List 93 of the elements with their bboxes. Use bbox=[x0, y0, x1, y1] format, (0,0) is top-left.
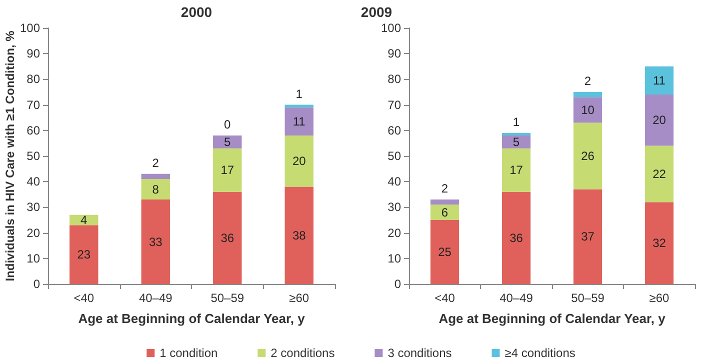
data-label: 32 bbox=[652, 236, 666, 250]
data-label: 20 bbox=[292, 154, 306, 168]
y-tick-label: 90 bbox=[26, 46, 40, 61]
y-tick-label: 40 bbox=[26, 174, 40, 189]
bar bbox=[644, 94, 674, 146]
bar bbox=[573, 97, 602, 123]
y-tick-label: 50 bbox=[388, 149, 402, 163]
data-label: 20 bbox=[652, 113, 666, 128]
data-label: 0 bbox=[224, 118, 232, 132]
y-tick-label: 70 bbox=[388, 98, 402, 112]
data-label: 17 bbox=[220, 163, 234, 178]
data-label: 11 bbox=[653, 73, 666, 88]
data-label: 33 bbox=[148, 234, 163, 249]
x-tick-label: 50–59 bbox=[210, 291, 244, 305]
bar bbox=[573, 92, 602, 98]
bar bbox=[573, 122, 602, 190]
bar bbox=[502, 132, 531, 136]
y-tick-label: 10 bbox=[388, 251, 402, 266]
data-label: 37 bbox=[581, 230, 595, 244]
bar bbox=[284, 186, 314, 284]
data-label: 17 bbox=[510, 163, 524, 178]
data-label: 4 bbox=[80, 213, 88, 227]
data-label: 38 bbox=[292, 228, 306, 242]
bar bbox=[502, 148, 531, 192]
y-tick-label: 40 bbox=[388, 174, 402, 189]
bar bbox=[284, 136, 314, 187]
bar bbox=[644, 202, 674, 284]
data-label: 26 bbox=[581, 149, 595, 163]
y-tick-label: 100 bbox=[20, 21, 40, 35]
x-tick-label: 40–49 bbox=[500, 291, 534, 305]
y-tick-label: 20 bbox=[26, 226, 40, 240]
bar bbox=[284, 107, 314, 136]
bar bbox=[213, 192, 242, 284]
x-tick-label: 40–49 bbox=[138, 291, 173, 305]
data-label: 8 bbox=[152, 182, 160, 196]
legend-label: ≥4 conditions bbox=[504, 346, 576, 360]
bar bbox=[430, 220, 460, 284]
bar bbox=[573, 189, 602, 284]
data-label: 2 bbox=[441, 182, 448, 196]
bar bbox=[644, 66, 674, 95]
x-axis-title: Age at Beginning of Calendar Year, y bbox=[438, 311, 666, 326]
legend-label: 1 condition bbox=[160, 346, 218, 360]
data-label: 25 bbox=[438, 245, 452, 259]
bar bbox=[141, 200, 170, 284]
bar bbox=[70, 225, 98, 284]
data-label: 2 bbox=[152, 156, 160, 170]
bar bbox=[502, 192, 531, 284]
y-tick-label: 30 bbox=[388, 200, 402, 214]
x-tick-label: <40 bbox=[74, 291, 94, 305]
x-tick-label: 50–59 bbox=[571, 291, 605, 305]
data-label: 1 bbox=[512, 114, 520, 129]
data-label: 5 bbox=[224, 134, 232, 149]
y-tick-label: 50 bbox=[26, 149, 40, 163]
data-label: 22 bbox=[652, 166, 666, 181]
chart-title: 2009 bbox=[360, 4, 392, 20]
chart-title: 2000 bbox=[180, 4, 212, 20]
bar bbox=[430, 200, 460, 205]
bar bbox=[213, 148, 242, 192]
y-tick-label: 10 bbox=[26, 251, 40, 266]
bar bbox=[502, 136, 531, 148]
data-label: 6 bbox=[441, 205, 448, 220]
y-tick-label: 100 bbox=[380, 21, 402, 35]
legend-label: 3 conditions bbox=[388, 346, 452, 360]
x-tick-label: ≥60 bbox=[289, 291, 310, 305]
data-label: 36 bbox=[220, 230, 234, 245]
y-tick-label: 0 bbox=[394, 277, 402, 291]
data-label: 11 bbox=[292, 114, 306, 128]
bar bbox=[430, 204, 460, 220]
bar bbox=[141, 179, 170, 200]
y-tick-label: 30 bbox=[26, 200, 40, 214]
data-label: 2 bbox=[584, 74, 592, 88]
y-tick-label: 70 bbox=[26, 98, 40, 112]
data-label: 10 bbox=[581, 102, 595, 117]
data-label: 36 bbox=[510, 230, 524, 245]
bar bbox=[213, 136, 242, 148]
y-tick-label: 0 bbox=[33, 277, 40, 291]
y-tick-label: 80 bbox=[388, 72, 402, 86]
y-axis-title: Individuals in HIV Care with ≥1 Condition, % bbox=[3, 30, 18, 282]
y-tick-label: 60 bbox=[26, 123, 40, 138]
y-tick-label: 60 bbox=[388, 123, 402, 138]
bar bbox=[141, 174, 170, 180]
x-tick-label: ≥60 bbox=[649, 291, 670, 305]
data-label: 23 bbox=[77, 248, 91, 262]
y-tick-label: 80 bbox=[26, 72, 40, 86]
bar bbox=[644, 146, 674, 202]
y-tick-label: 20 bbox=[388, 226, 402, 240]
bar bbox=[284, 104, 314, 108]
data-label: 5 bbox=[512, 134, 520, 149]
x-tick-label: <40 bbox=[434, 291, 456, 305]
legend-label: 2 conditions bbox=[270, 346, 335, 360]
x-axis-title: Age at Beginning of Calendar Year, y bbox=[78, 311, 306, 326]
data-label: 1 bbox=[296, 86, 303, 101]
y-tick-label: 90 bbox=[388, 46, 402, 61]
